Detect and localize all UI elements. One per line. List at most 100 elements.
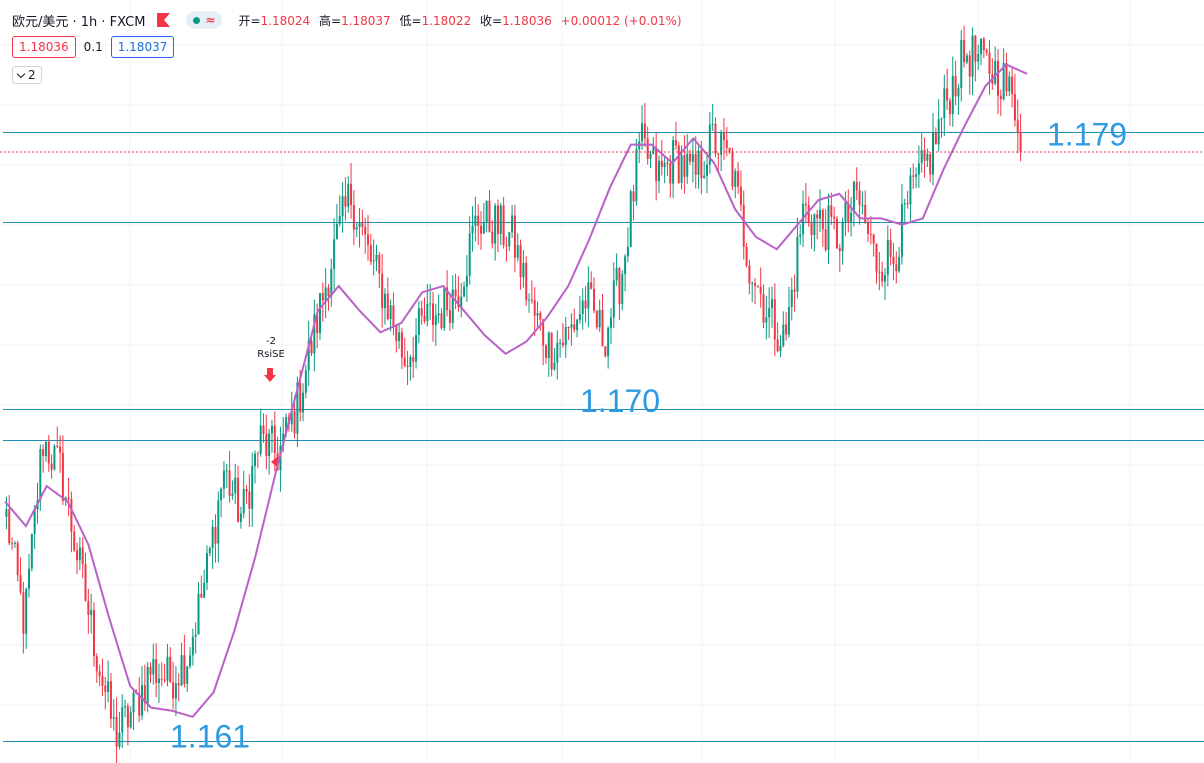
candle-body bbox=[926, 154, 929, 161]
candle bbox=[78, 537, 81, 570]
candle bbox=[731, 147, 734, 191]
horizontal-lines[interactable] bbox=[3, 132, 1204, 742]
candle bbox=[725, 126, 728, 157]
candle-body bbox=[121, 707, 124, 733]
candle-body bbox=[759, 286, 762, 294]
candle bbox=[590, 271, 593, 290]
candle bbox=[355, 222, 358, 238]
candle bbox=[333, 217, 336, 290]
candle-body bbox=[864, 204, 867, 223]
candle-body bbox=[977, 54, 980, 62]
candle bbox=[573, 308, 576, 333]
collapse-indicators-button[interactable]: 2 bbox=[12, 66, 42, 84]
candle-body bbox=[544, 345, 547, 358]
candle-body bbox=[943, 88, 946, 119]
candle bbox=[694, 136, 697, 189]
candle-body bbox=[751, 282, 754, 284]
candle-body bbox=[143, 685, 146, 704]
candle-body bbox=[564, 326, 567, 346]
candle bbox=[431, 291, 434, 342]
candle-body bbox=[166, 656, 169, 681]
candle-body bbox=[463, 286, 466, 297]
candle-body bbox=[42, 449, 45, 456]
candle bbox=[892, 242, 895, 281]
candle-body bbox=[745, 246, 748, 266]
candle bbox=[533, 287, 536, 336]
candle bbox=[1008, 71, 1011, 97]
candle bbox=[689, 149, 692, 165]
ask-price-button[interactable]: 1.18037 bbox=[110, 36, 175, 58]
candle-body bbox=[488, 200, 491, 232]
candle-body bbox=[725, 140, 728, 148]
candle bbox=[657, 155, 660, 194]
candle bbox=[787, 286, 790, 338]
candle bbox=[946, 68, 949, 110]
candle bbox=[994, 46, 997, 86]
candle bbox=[626, 227, 629, 263]
candle-body bbox=[505, 245, 508, 247]
candle bbox=[191, 628, 194, 666]
candle-body bbox=[381, 273, 384, 309]
candle-body bbox=[50, 463, 53, 470]
candle bbox=[587, 266, 590, 328]
candle-body bbox=[858, 190, 861, 206]
candle bbox=[395, 324, 398, 353]
candle-body bbox=[816, 214, 819, 219]
candle-body bbox=[155, 659, 158, 684]
candle bbox=[491, 220, 494, 249]
symbol-title[interactable]: 欧元/美元 · 1h · FXCM bbox=[12, 14, 146, 30]
candle-body bbox=[810, 222, 813, 236]
candle-body bbox=[367, 234, 370, 245]
candle-body bbox=[290, 410, 293, 425]
candle bbox=[672, 135, 675, 198]
candle-body bbox=[265, 433, 268, 457]
candle bbox=[881, 261, 884, 287]
candle bbox=[468, 216, 471, 285]
candle-body bbox=[635, 149, 638, 202]
candle bbox=[810, 214, 813, 249]
candle bbox=[584, 286, 587, 323]
candle-body bbox=[225, 470, 228, 472]
low-label: 低= bbox=[399, 13, 422, 28]
candle bbox=[855, 167, 858, 200]
bid-price-button[interactable]: 1.18036 bbox=[12, 36, 76, 58]
candle-body bbox=[646, 138, 649, 159]
candle bbox=[415, 318, 418, 369]
candle-body bbox=[194, 634, 197, 637]
candle bbox=[765, 295, 768, 340]
candle bbox=[307, 320, 310, 386]
candle-body bbox=[183, 655, 186, 684]
candle-body bbox=[327, 287, 330, 297]
signal-count-label: -2 bbox=[266, 336, 276, 347]
candle bbox=[720, 129, 723, 172]
candle bbox=[1013, 73, 1016, 127]
candle bbox=[660, 139, 663, 176]
candle-body bbox=[56, 445, 59, 447]
candle bbox=[770, 286, 773, 328]
candle bbox=[460, 282, 463, 318]
candle bbox=[347, 176, 350, 213]
candle bbox=[11, 537, 14, 550]
candle-body bbox=[33, 509, 36, 534]
market-status-pill[interactable]: ≈ bbox=[186, 11, 223, 29]
candle bbox=[536, 301, 539, 328]
candle-body bbox=[728, 147, 731, 152]
candle-body bbox=[361, 223, 364, 227]
candle-body bbox=[530, 299, 533, 301]
candle bbox=[965, 53, 968, 65]
candle bbox=[844, 191, 847, 237]
candle bbox=[180, 642, 183, 687]
candle-body bbox=[674, 140, 677, 146]
candle-body bbox=[593, 288, 596, 311]
candle bbox=[335, 203, 338, 240]
candle bbox=[440, 308, 443, 330]
candle-body bbox=[850, 212, 853, 223]
candle bbox=[16, 540, 19, 582]
candle-body bbox=[940, 118, 943, 120]
flag-icon[interactable] bbox=[157, 13, 171, 27]
candle bbox=[126, 703, 129, 746]
candle-body bbox=[920, 150, 923, 164]
candle bbox=[313, 299, 316, 372]
